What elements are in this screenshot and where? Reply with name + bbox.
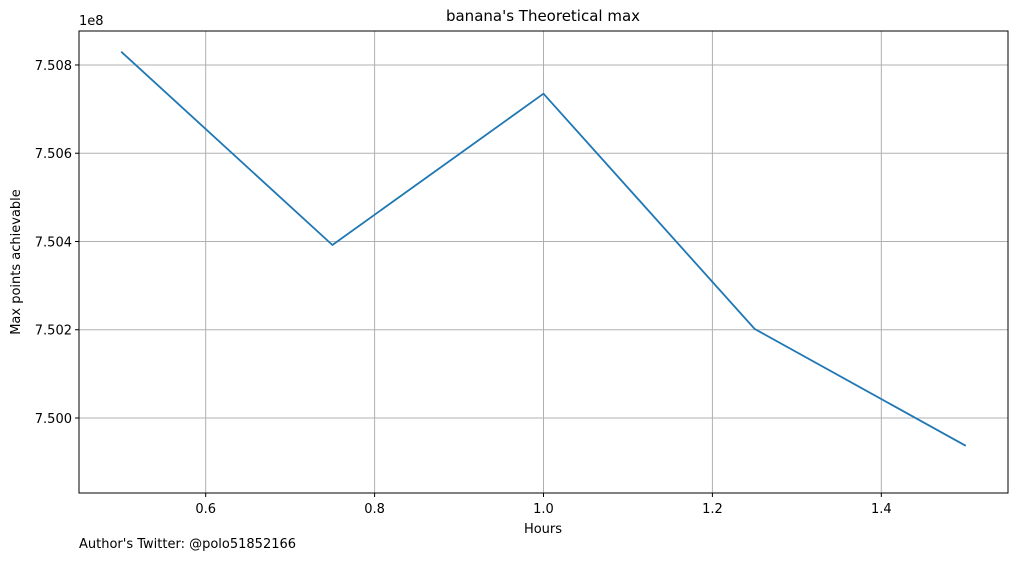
y-tick-label: 7.504 [35, 235, 72, 250]
axis-ticks: 0.6 0.8 1.0 1.2 1.4 7.500 7.502 7.504 7.506 7.508 [35, 59, 892, 517]
x-tick-label: 1.4 [871, 502, 892, 517]
x-tick-label: 0.8 [364, 502, 385, 517]
y-axis-offset-label: 1e8 [79, 14, 104, 29]
x-axis-label: Hours [524, 522, 562, 537]
y-tick-label: 7.508 [35, 59, 72, 74]
y-tick-label: 7.502 [35, 324, 72, 339]
y-tick-label: 7.500 [35, 412, 72, 427]
x-tick-label: 1.0 [533, 502, 554, 517]
grid-lines [79, 31, 1008, 493]
series-layer [120, 51, 967, 447]
chart-title: banana's Theoretical max [446, 7, 640, 25]
y-axis-label: Max points achievable [9, 189, 24, 335]
y-tick-label: 7.506 [35, 147, 72, 162]
x-tick-label: 0.6 [195, 502, 216, 517]
x-tick-label: 1.2 [702, 502, 723, 517]
author-credit: Author's Twitter: @polo51852166 [79, 537, 297, 552]
series-line [120, 51, 967, 447]
